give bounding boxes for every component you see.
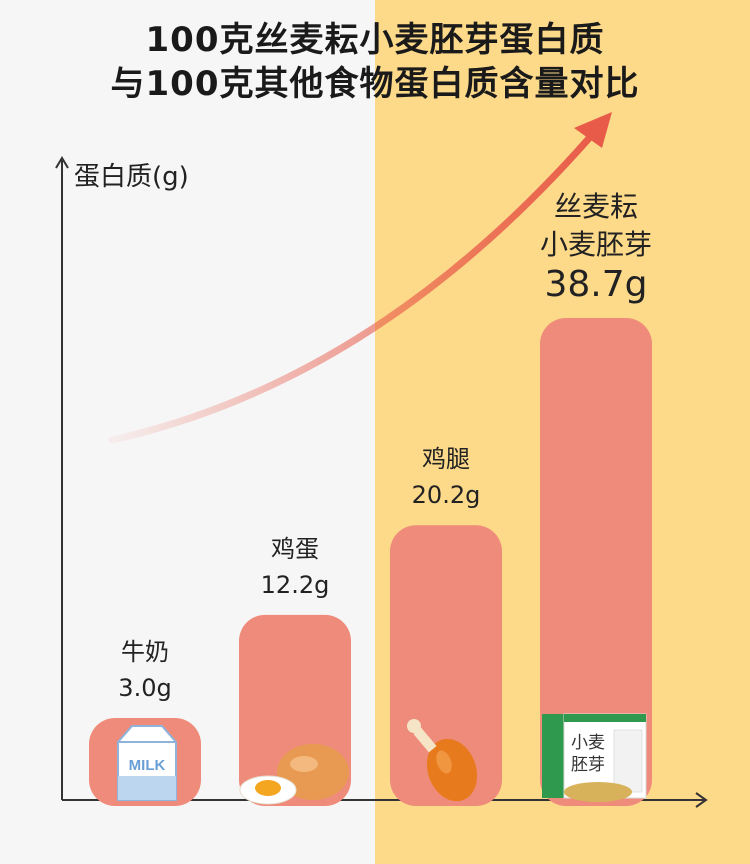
- value-label: 38.7g: [544, 264, 648, 305]
- wheat-germ-product-icon: 小麦胚芽: [542, 713, 647, 802]
- chart-title-line-1: 100克丝麦耘小麦胚芽蛋白质: [145, 20, 605, 60]
- value-label: 3.0g: [118, 674, 172, 702]
- bone-knob: [407, 719, 421, 733]
- category-name: 鸡腿: [421, 445, 470, 474]
- x-axis-arrow: [695, 792, 708, 808]
- chart-title-line-2: 与100克其他食物蛋白质含量对比: [110, 64, 640, 104]
- wheat-germ-pile: [564, 782, 632, 802]
- product-box-side: [542, 714, 566, 798]
- product-box-band: [564, 714, 646, 722]
- value-label: 12.2g: [260, 570, 330, 599]
- product-box-text-1: 小麦: [571, 733, 605, 753]
- bar-label-3: 鸡腿 20.2g: [412, 441, 481, 513]
- milk-carton-text: MILK: [129, 757, 166, 774]
- egg-highlight: [290, 756, 318, 772]
- category-name: 丝麦耘: [553, 190, 639, 223]
- y-axis-label: 蛋白质(g): [74, 162, 189, 192]
- product-box-text-2: 胚芽: [571, 755, 605, 775]
- category-name: 鸡蛋: [270, 534, 319, 563]
- value-label: 20.2g: [411, 481, 481, 510]
- trend-arrow-head: [574, 112, 612, 148]
- category-name: 牛奶: [121, 638, 169, 666]
- milk-carton-icon: MILK: [117, 725, 177, 801]
- bar-label-2: 鸡蛋 12.2g: [261, 531, 330, 603]
- drumstick-shine: [436, 750, 452, 774]
- trend-arrow-curve: [108, 124, 602, 444]
- bar-label-4: 丝麦耘小麦胚芽 38.7g: [540, 188, 652, 306]
- product-sachet: [613, 729, 643, 793]
- chicken-leg-icon: [407, 719, 478, 802]
- egg-icon: [239, 744, 349, 805]
- category-name: 小麦胚芽: [539, 228, 653, 261]
- drumstick-bone: [413, 727, 437, 753]
- bar-label-1: 牛奶 3.0g: [118, 634, 171, 706]
- bar-4: [540, 318, 652, 806]
- milk-carton-stripe: [118, 776, 176, 800]
- egg-yolk: [255, 780, 281, 796]
- y-axis-arrow: [55, 156, 69, 169]
